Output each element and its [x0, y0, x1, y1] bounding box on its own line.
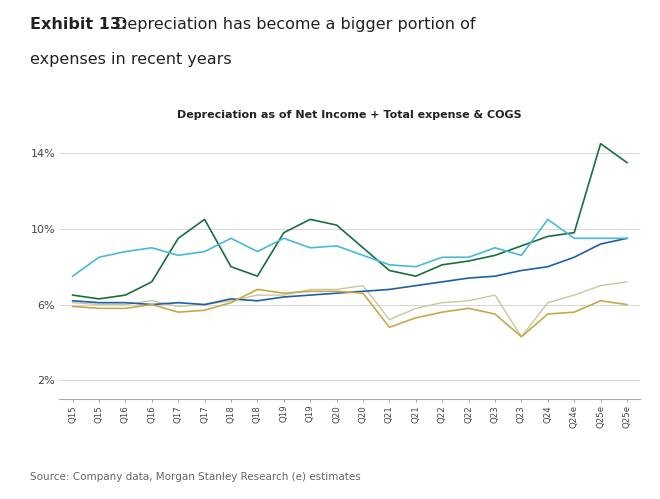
Text: Depreciation has become a bigger portion of: Depreciation has become a bigger portion…	[115, 17, 476, 32]
Text: Source: Company data, Morgan Stanley Research (e) estimates: Source: Company data, Morgan Stanley Res…	[30, 472, 360, 482]
Text: expenses in recent years: expenses in recent years	[30, 52, 231, 67]
Title: Depreciation as of Net Income + Total expense & COGS: Depreciation as of Net Income + Total ex…	[178, 110, 522, 120]
Text: Exhibit 13:: Exhibit 13:	[30, 17, 127, 32]
